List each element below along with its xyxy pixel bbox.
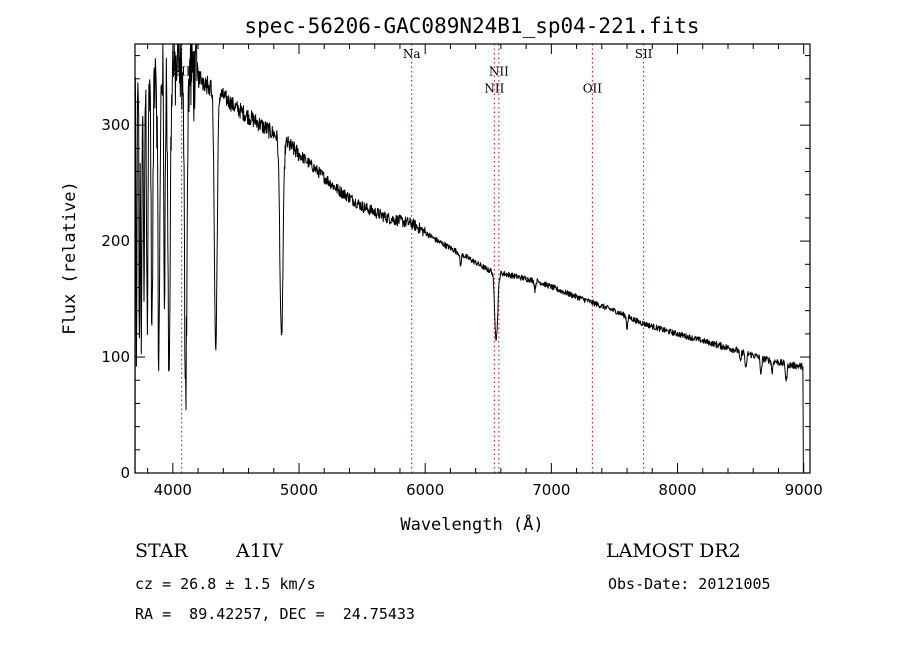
observation-date: Obs-Date: 20121005 (608, 575, 771, 593)
y-tick-label: 0 (120, 464, 130, 482)
line-marker-label: Na (403, 47, 421, 61)
spectral-subclass: A1IV (236, 540, 284, 562)
x-tick-label: 5000 (280, 481, 318, 499)
survey-name: LAMOST DR2 (606, 540, 741, 562)
plot-frame (134, 43, 811, 474)
line-marker-label: NII (489, 64, 509, 78)
line-marker-label: SII (635, 47, 653, 61)
y-tick-label: 200 (101, 232, 130, 250)
line-marker-label: OII (583, 82, 603, 96)
x-axis-label: Wavelength (Å) (400, 513, 543, 535)
y-axis-label: Flux (relative) (60, 181, 80, 335)
x-tick-label: 6000 (406, 481, 444, 499)
object-type: STAR (135, 540, 188, 562)
plot-area: 4000 5000 6000 7000 8000 9000 0 100 200 300 SII Na N… (101, 43, 823, 499)
x-tick-label: 8000 (658, 481, 696, 499)
y-tick-label: 100 (101, 348, 130, 366)
coordinates: RA = 89.42257, DEC = 24.75433 (135, 605, 415, 623)
redshift-cz: cz = 26.8 ± 1.5 km/s (135, 575, 316, 593)
x-tick-label: 9000 (785, 481, 823, 499)
line-marker-label: NII (484, 82, 504, 96)
y-tick-label: 300 (101, 116, 130, 134)
spectrum-series-line (134, 43, 804, 474)
x-tick-label: 4000 (154, 481, 192, 499)
x-tick-label: 7000 (532, 481, 570, 499)
chart-title: spec-56206-GAC089N24B1_sp04-221.fits (244, 14, 699, 38)
